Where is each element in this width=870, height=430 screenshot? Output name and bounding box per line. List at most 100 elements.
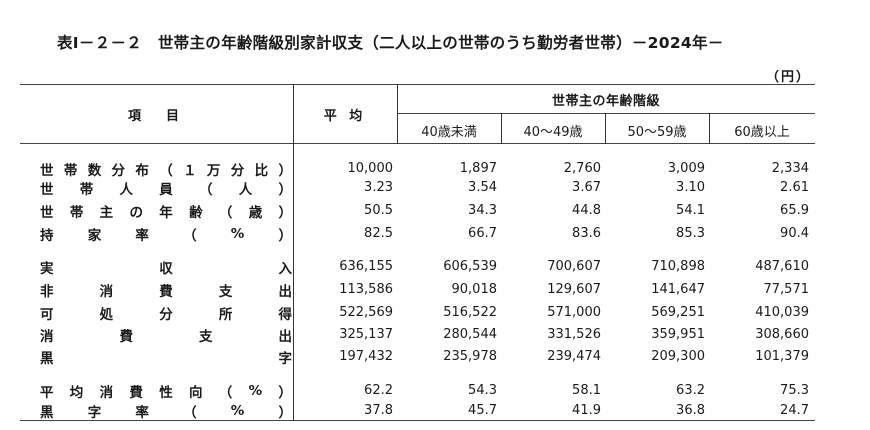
cell-age-0: 1,897 (459, 161, 497, 176)
row-label-char: （ (218, 385, 233, 401)
cell-age-2: 141,647 (651, 282, 705, 297)
row-label-char: ） (278, 405, 292, 421)
row-label-char: 収 (159, 261, 173, 277)
row-label: 非消費支出 (40, 280, 292, 300)
row-label-char: ） (278, 385, 292, 401)
row-label: 平均消費性向 （% ） (40, 381, 292, 401)
unit-label: （円） (766, 70, 812, 85)
cell-age-2: 209,300 (651, 349, 705, 364)
cell-age-0: 66.7 (468, 226, 497, 241)
row-label-char: 世 (40, 163, 54, 179)
cell-average: 82.5 (364, 226, 393, 241)
row-label-char: 持 (40, 228, 54, 244)
row-label-char: 世 (40, 205, 54, 221)
row-label-char: 所 (218, 307, 233, 323)
row-label-char: 比 (254, 163, 269, 179)
header-bottom-rule (20, 143, 815, 144)
row-label-char: 数 (87, 163, 102, 179)
cell-age-3: 487,610 (755, 259, 809, 274)
cell-age-1: 239,474 (547, 349, 601, 364)
cell-average: 113,586 (339, 282, 393, 297)
table-top-rule (20, 84, 815, 85)
cell-age-1: 331,526 (547, 327, 601, 342)
row-label-char: 得 (278, 307, 293, 323)
cell-average: 37.8 (364, 403, 393, 418)
cell-average: 3.23 (364, 180, 393, 195)
cell-age-0: 235,978 (443, 349, 497, 364)
cell-age-1: 700,607 (547, 259, 601, 274)
row-label-char: 主 (99, 205, 114, 221)
cell-age-0: 606,539 (443, 259, 497, 274)
age-col-divider-3 (709, 113, 710, 144)
row-label-char: 消 (40, 329, 54, 345)
row-label-char: 性 (159, 385, 173, 401)
row-label-char: 平 (40, 385, 54, 401)
cell-average: 50.5 (364, 203, 393, 218)
row-label: 世帯主の年齢 （ 歳 ） (40, 201, 292, 221)
cell-age-2: 63.2 (676, 383, 705, 398)
cell-age-3: 101,379 (755, 349, 809, 364)
row-label-char: 帯 (63, 163, 78, 179)
cell-average: 197,432 (339, 349, 393, 364)
row-label-char: 字 (87, 405, 102, 421)
cell-age-0: 516,522 (443, 305, 497, 320)
cell-age-1: 571,000 (547, 305, 601, 320)
header-age-col-0: 40歳未満 (421, 125, 477, 140)
row-label-char: の (129, 205, 143, 221)
row-label: 世帯数分布（１ 万分比） (40, 159, 292, 179)
row-label: 世 帯 人 員 （ 人 ） (40, 178, 292, 198)
row-label-char: 費 (159, 284, 173, 300)
row-label-char: 家 (87, 228, 102, 244)
header-age-col-3: 60歳以上 (734, 125, 790, 140)
row-label: 実収入 (40, 257, 292, 277)
row-label-char: （ (183, 405, 197, 421)
age-col-divider-2 (605, 113, 606, 144)
row-label-char: % (230, 403, 245, 419)
cell-age-3: 75.3 (780, 383, 809, 398)
row-label-char: 帯 (79, 182, 94, 198)
row-label-char: 向 (188, 385, 203, 401)
cell-age-1: 58.1 (572, 383, 601, 398)
cell-average: 522,569 (339, 305, 393, 320)
cell-age-3: 77,571 (763, 282, 810, 297)
row-label-char: 率 (135, 228, 149, 244)
row-label-char: 処 (99, 307, 114, 323)
header-average: 平 均 (323, 109, 367, 124)
cell-average: 636,155 (339, 259, 393, 274)
cell-age-0: 45.7 (468, 403, 497, 418)
cell-age-1: 129,607 (547, 282, 601, 297)
row-label-char: 消 (99, 385, 114, 401)
row-label: 消費支出 (40, 325, 292, 345)
cell-age-2: 3,009 (667, 161, 705, 176)
row-label-char: 黒 (40, 405, 54, 421)
cell-age-1: 83.6 (572, 226, 601, 241)
cell-age-0: 3.54 (468, 180, 497, 195)
cell-age-3: 65.9 (780, 203, 809, 218)
cell-age-2: 54.1 (676, 203, 705, 218)
row-label-char: 入 (278, 261, 293, 277)
row-label-char: ） (278, 163, 292, 179)
row-label-char: 人 (119, 182, 134, 198)
cell-age-3: 2,334 (771, 161, 809, 176)
row-label-char: % (230, 226, 245, 242)
cell-average: 10,000 (347, 161, 394, 176)
cell-age-3: 2.61 (780, 180, 809, 195)
cell-age-0: 54.3 (468, 383, 497, 398)
header-age-col-1: 40～49歳 (523, 125, 583, 140)
row-label-char: 布 (135, 163, 149, 179)
row-label-char: １ (183, 163, 197, 179)
row-label-char: 齢 (189, 205, 203, 221)
row-label-char: 費 (129, 385, 143, 401)
cell-age-1: 3.67 (572, 180, 601, 195)
cell-age-3: 308,660 (755, 327, 809, 342)
row-label-char: 分 (230, 163, 245, 179)
row-label-char: ） (278, 182, 293, 198)
row-label-char: 率 (135, 405, 149, 421)
row-label-char: 人 (238, 182, 253, 198)
cell-age-2: 3.10 (676, 180, 705, 195)
row-label-char: （ (199, 182, 213, 198)
cell-age-0: 280,544 (443, 327, 497, 342)
cell-age-2: 710,898 (651, 259, 705, 274)
row-label-char: 出 (278, 284, 293, 300)
row-label-char: 均 (69, 385, 84, 401)
